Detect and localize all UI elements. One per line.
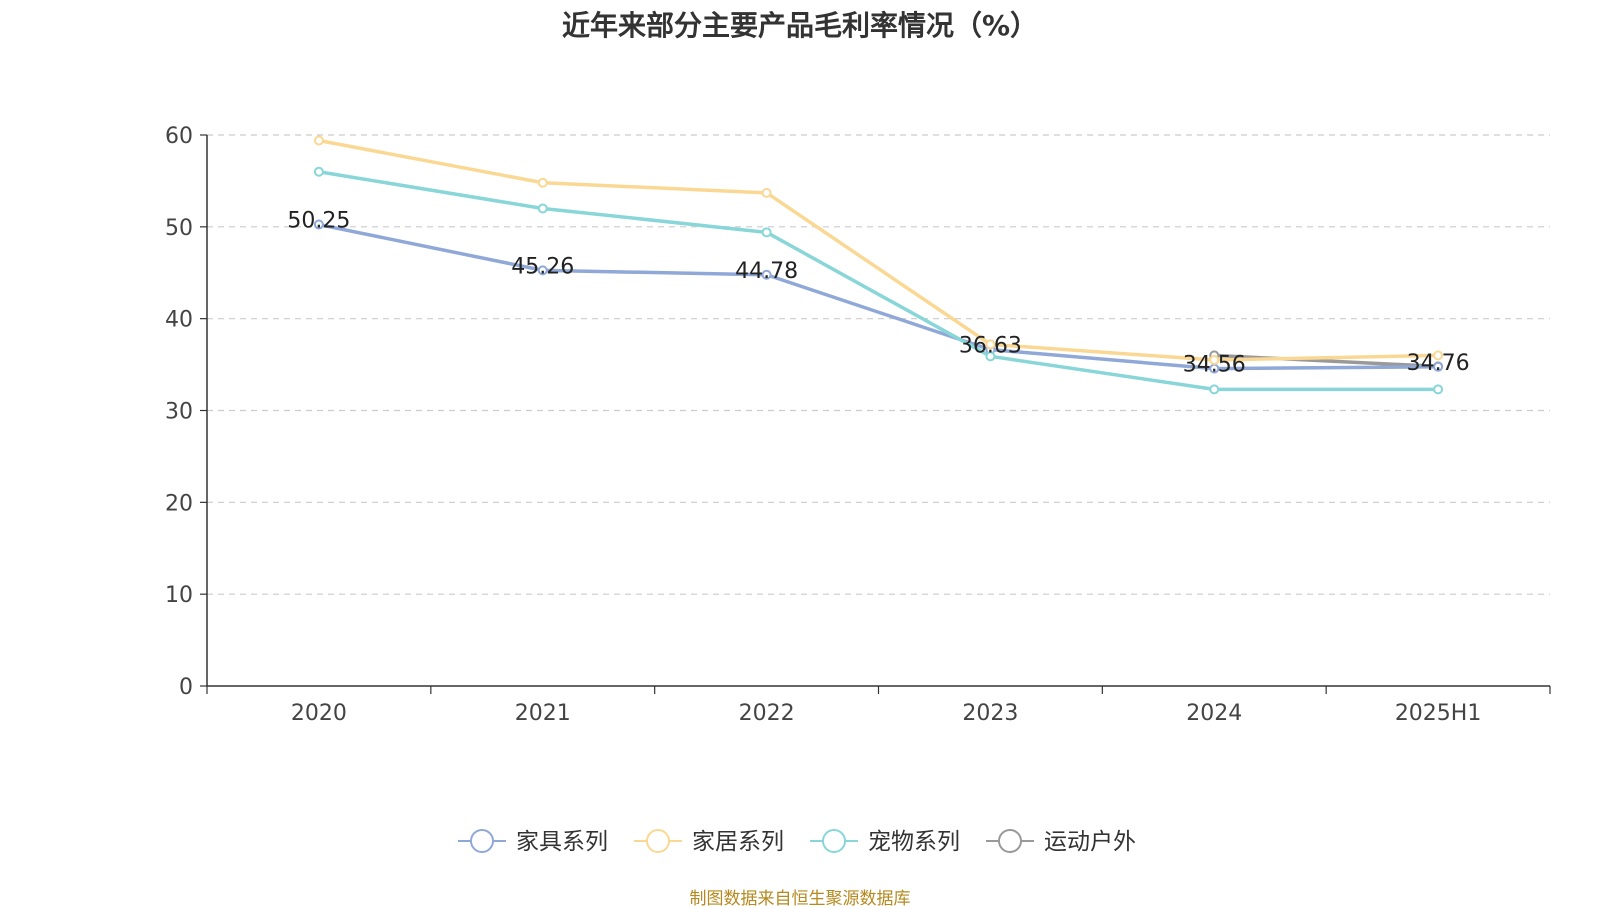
y-tick-label: 10 [165,583,193,608]
data-point [1209,354,1220,365]
data-point [1209,384,1220,395]
x-tick-label: 2022 [739,701,795,726]
legend-marker [998,829,1022,853]
x-tick-label: 2023 [962,701,1018,726]
legend-item: 宠物系列 [810,829,960,855]
y-tick-label: 0 [179,675,193,700]
legend-item: 家居系列 [634,829,784,855]
series-line [318,222,1439,371]
legend-marker [646,829,670,853]
data-point [537,203,548,214]
data-point [1433,350,1444,361]
data-point [313,166,324,177]
axes: 0 10 20 30 40 50 60 2020 2021 2022 2023 2024 2025H1 [165,124,1551,726]
legend-label: 家具系列 [516,829,608,855]
grid-lines [207,134,1550,595]
y-tick-label: 60 [165,124,193,149]
chart-title: 近年来部分主要产品毛利率情况（%） [561,9,1039,42]
series-line [318,138,1439,362]
x-tick-label: 2020 [291,701,347,726]
legend-marker [470,829,494,853]
data-point [537,177,548,188]
data-label: 36.63 [959,334,1022,359]
data-point [761,187,772,198]
series-lines [318,138,1439,392]
legend-label: 宠物系列 [868,829,960,855]
series-line [1214,353,1439,369]
data-point [1433,384,1444,395]
data-label: 34.56 [1183,353,1246,378]
legend-label: 家居系列 [692,829,784,855]
data-point [313,219,324,230]
y-tick-label: 50 [165,216,193,241]
data-label: 34.76 [1407,351,1470,376]
x-tick-label: 2025H1 [1395,701,1482,726]
data-label: 45.26 [511,254,574,279]
legend-marker [822,829,846,853]
y-tick-label: 40 [165,308,193,333]
data-point [313,135,324,146]
source-note: 制图数据来自恒生聚源数据库 [689,889,911,909]
data-point [761,227,772,238]
series-line [318,170,1439,392]
data-points [313,135,1444,395]
legend-item: 运动户外 [986,829,1136,855]
data-label: 50.25 [287,209,350,234]
y-tick-label: 20 [165,491,193,516]
legend-item: 家具系列 [458,829,608,855]
data-label: 44.78 [735,259,798,284]
y-tick-label: 30 [165,400,193,425]
data-point [537,265,548,276]
data-point [985,351,996,362]
legend: 家具系列 家居系列 宠物系列 运动户外 [458,829,1136,855]
x-tick-label: 2021 [515,701,571,726]
data-point [1433,361,1444,372]
data-point [761,269,772,280]
x-tick-label: 2024 [1186,701,1242,726]
legend-label: 运动户外 [1044,829,1136,855]
data-point [985,339,996,350]
data-labels: 50.25 45.26 44.78 36.63 34.56 34.76 [287,209,1469,378]
